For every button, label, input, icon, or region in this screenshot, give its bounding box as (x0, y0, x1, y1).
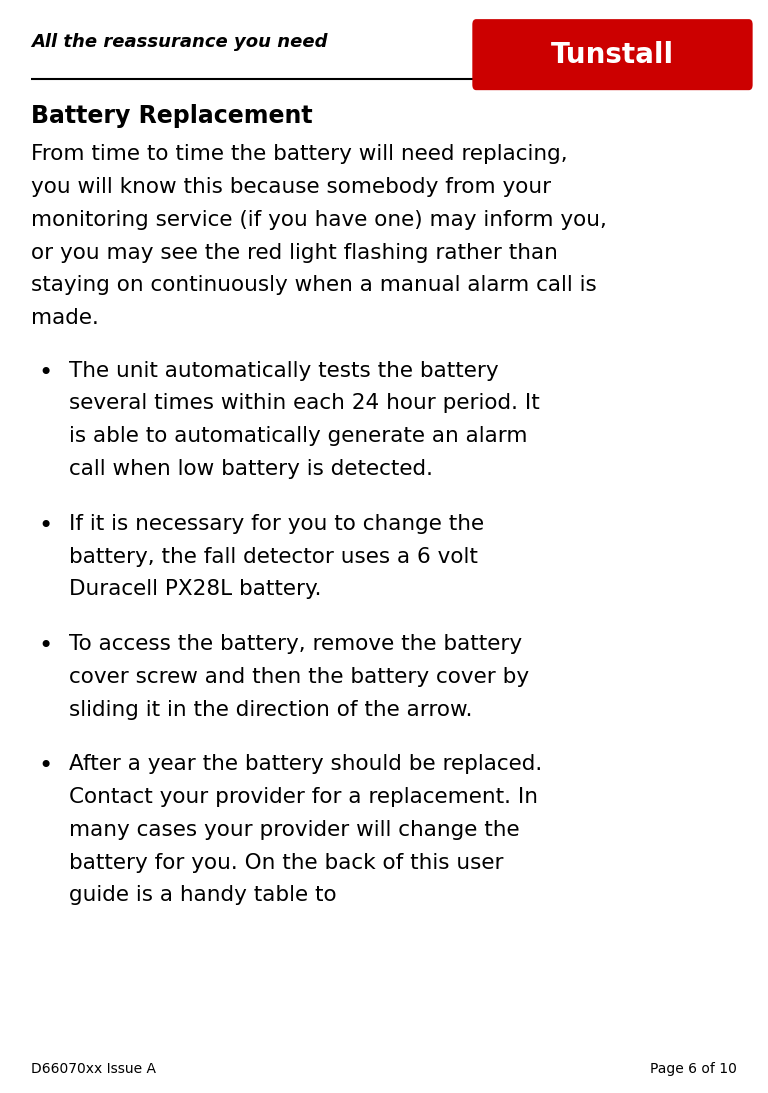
Text: •: • (38, 754, 53, 778)
Text: •: • (38, 361, 53, 385)
Text: All the reassurance you need: All the reassurance you need (31, 33, 327, 50)
Text: If it is necessary for you to change the: If it is necessary for you to change the (69, 514, 485, 533)
Text: Contact your provider for a replacement. In: Contact your provider for a replacement.… (69, 787, 538, 807)
Text: monitoring service (if you have one) may inform you,: monitoring service (if you have one) may… (31, 210, 607, 230)
Text: cover screw and then the battery cover by: cover screw and then the battery cover b… (69, 667, 529, 686)
Text: several times within each 24 hour period. It: several times within each 24 hour period… (69, 393, 540, 413)
Text: or you may see the red light flashing rather than: or you may see the red light flashing ra… (31, 243, 558, 262)
Text: From time to time the battery will need replacing,: From time to time the battery will need … (31, 144, 568, 164)
Text: Battery Replacement: Battery Replacement (31, 104, 313, 128)
Text: many cases your provider will change the: many cases your provider will change the (69, 820, 520, 839)
Text: battery for you. On the back of this user: battery for you. On the back of this use… (69, 853, 504, 872)
Text: guide is a handy table to: guide is a handy table to (69, 885, 336, 905)
FancyBboxPatch shape (472, 19, 753, 91)
Text: Tunstall: Tunstall (551, 40, 674, 69)
Text: sliding it in the direction of the arrow.: sliding it in the direction of the arrow… (69, 700, 472, 719)
Text: D66070xx Issue A: D66070xx Issue A (31, 1062, 156, 1076)
Text: •: • (38, 514, 53, 538)
Text: staying on continuously when a manual alarm call is: staying on continuously when a manual al… (31, 275, 597, 295)
Text: •: • (38, 634, 53, 658)
Text: The unit automatically tests the battery: The unit automatically tests the battery (69, 361, 498, 380)
Text: made.: made. (31, 308, 98, 328)
Text: Page 6 of 10: Page 6 of 10 (650, 1062, 737, 1076)
Text: After a year the battery should be replaced.: After a year the battery should be repla… (69, 754, 542, 774)
Text: To access the battery, remove the battery: To access the battery, remove the batter… (69, 634, 522, 654)
Text: you will know this because somebody from your: you will know this because somebody from… (31, 177, 551, 197)
Text: battery, the fall detector uses a 6 volt: battery, the fall detector uses a 6 volt (69, 546, 478, 566)
Text: is able to automatically generate an alarm: is able to automatically generate an ala… (69, 426, 528, 446)
Text: Duracell PX28L battery.: Duracell PX28L battery. (69, 579, 322, 599)
Text: call when low battery is detected.: call when low battery is detected. (69, 459, 433, 479)
